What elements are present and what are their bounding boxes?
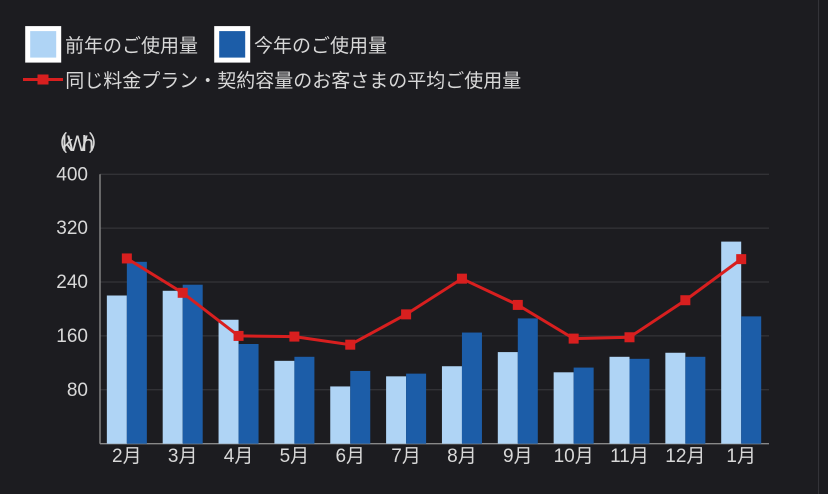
svg-text:同じ料金プラン・契約容量のお客さまの平均ご使用量: 同じ料金プラン・契約容量のお客さまの平均ご使用量 (65, 70, 521, 92)
svg-text:400: 400 (56, 164, 88, 185)
svg-text:2月: 2月 (112, 446, 142, 467)
svg-text:7月: 7月 (391, 446, 421, 467)
svg-text:8月: 8月 (447, 446, 477, 467)
svg-text:前年のご使用量: 前年のご使用量 (65, 35, 198, 57)
svg-text:320: 320 (56, 218, 88, 239)
svg-text:80: 80 (67, 380, 88, 401)
svg-text:4月: 4月 (224, 446, 254, 467)
svg-text:160: 160 (56, 326, 88, 347)
svg-text:今年のご使用量: 今年のご使用量 (254, 35, 387, 57)
svg-text:6月: 6月 (335, 446, 365, 467)
svg-text:3月: 3月 (168, 446, 198, 467)
svg-text:10月: 10月 (554, 446, 594, 467)
svg-text:12月: 12月 (665, 446, 705, 467)
svg-text:11月: 11月 (610, 446, 649, 467)
svg-text:5月: 5月 (280, 446, 310, 467)
svg-text:（kWh）: （kWh） (46, 131, 104, 156)
svg-text:9月: 9月 (503, 446, 533, 467)
svg-text:240: 240 (56, 272, 88, 293)
svg-text:1月: 1月 (726, 446, 756, 467)
